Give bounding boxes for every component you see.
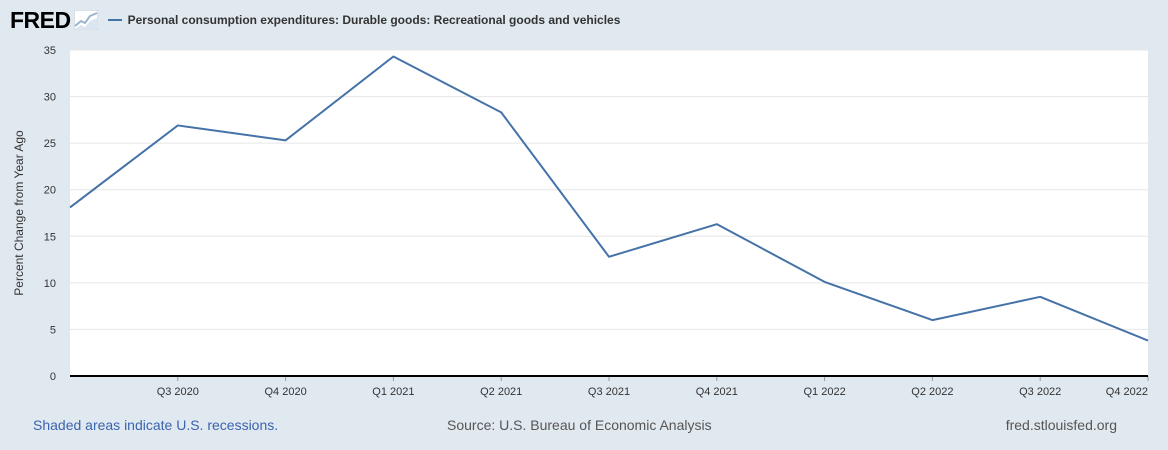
legend-series-label: Personal consumption expenditures: Durab… [127,13,621,27]
y-tick-label: 10 [44,278,56,290]
y-tick-label: 35 [44,45,56,57]
trend-line-icon [73,10,98,30]
series-group [69,55,1149,342]
x-tick-label: Q4 2021 [696,386,738,398]
legend: Personal consumption expenditures: Durab… [107,13,621,27]
y-tick-label: 5 [50,324,56,336]
x-axis: Q3 2020 Q4 2020 Q1 2021 Q2 2021 Q3 2021 Q4 20… [157,376,1149,398]
grid-lines [70,49,1148,330]
y-tick-label: 0 [50,371,56,383]
plot-area [70,50,1148,376]
x-tick-label: Q3 2021 [588,386,630,398]
x-tick-label: Q4 2020 [264,386,306,398]
x-tick-label: Q3 2022 [1019,386,1061,398]
legend-swatch [107,19,122,21]
recession-note-link[interactable]: Shaded areas indicate U.S. recessions. [33,417,279,433]
chart-footer: Shaded areas indicate U.S. recessions. S… [0,417,1168,435]
y-tick-label: 30 [44,92,56,104]
y-axis: 0 5 10 15 20 25 30 35 [44,45,56,383]
site-url[interactable]: fred.stlouisfed.org [1005,417,1117,433]
series-line[interactable] [69,55,1149,342]
source-note: Source: U.S. Bureau of Economic Analysis [447,417,712,433]
fred-logo[interactable]: FRED [10,7,71,33]
x-tick-label: Q1 2021 [372,386,414,398]
y-axis-label: Percent Change from Year Ago [12,130,26,296]
x-tick-label: Q2 2022 [911,386,953,398]
chart-header: FRED Personal consumption expenditures: … [10,7,620,33]
x-tick-label: Q4 2022 [1106,386,1148,398]
y-tick-label: 15 [44,231,56,243]
x-tick-label: Q2 2021 [480,386,522,398]
y-tick-label: 25 [44,138,56,150]
y-tick-label: 20 [44,185,56,197]
x-tick-label: Q1 2022 [803,386,845,398]
line-chart: 0 5 10 15 20 25 30 35 Q3 2020 Q4 2020 Q1 2021 Q2 2… [12,45,1149,398]
x-tick-label: Q3 2020 [157,386,199,398]
